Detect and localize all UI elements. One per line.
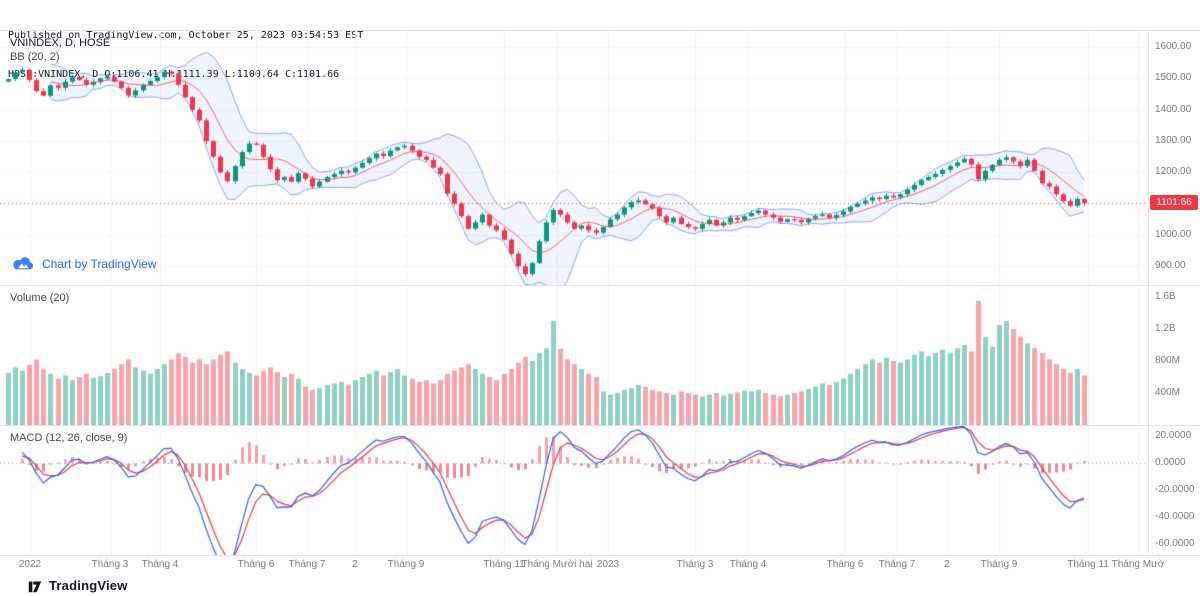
axis-tick-label: 1600.00 — [1155, 41, 1192, 53]
macd-indicator-legend: MACD (12, 26, close, 9) — [10, 432, 128, 444]
macd-pane-canvas[interactable] — [0, 425, 1148, 555]
time-axis-label: 2023 — [596, 559, 620, 570]
volume-pane-divider — [0, 285, 1200, 286]
axis-tick-label: -20.0000 — [1155, 484, 1195, 495]
axis-tick-label: -40.0000 — [1155, 511, 1195, 523]
chart-area[interactable]: VNINDEX, D, HOSE BB (20, 2) Volume (20) … — [0, 30, 1200, 555]
last-price-label: 1101.66 — [1150, 195, 1198, 211]
axis-tick-label: 0.0000 — [1155, 456, 1186, 468]
axis-tick-label: 800M — [1155, 355, 1181, 366]
time-axis-label: Tháng 7 — [288, 559, 326, 570]
axis-tick-label: 1500.00 — [1155, 72, 1192, 84]
axis-tick-label: 1200.00 — [1155, 166, 1192, 178]
time-axis-label: Tháng 3 — [91, 559, 129, 570]
time-axis-label: 2 — [352, 559, 358, 570]
time-axis-label: Tháng 6 — [237, 559, 275, 570]
time-scale[interactable]: 2022 Tháng 3 Tháng 4 Tháng 6 Tháng 7 2 Tháng 9… — [0, 556, 1200, 575]
time-axis-label: Tháng 4 — [729, 559, 767, 570]
time-scale-divider — [0, 555, 1200, 556]
volume-pane-canvas[interactable] — [0, 285, 1148, 425]
axis-tick-label: 1400.00 — [1155, 103, 1192, 115]
price-scale[interactable]: 1101.66 1600.00 1500.00 1400.00 1300.00 1200… — [1149, 30, 1200, 555]
bb-indicator-legend: BB (20, 2) — [10, 51, 60, 63]
axis-tick-label: 1.2B — [1155, 323, 1176, 334]
axis-tick-label: 400M — [1155, 387, 1181, 398]
time-axis-label: Tháng 9 — [980, 559, 1018, 570]
macd-pane-divider — [0, 425, 1200, 426]
footer-bar: TradingView — [0, 575, 1200, 596]
time-axis-label: Tháng 11 — [483, 559, 525, 570]
time-axis-label: Tháng 6 — [826, 559, 864, 570]
axis-tick-label: -60.0000 — [1155, 538, 1195, 550]
tradingview-cloud-icon — [11, 256, 35, 272]
watermark-label: Chart by TradingView — [42, 257, 157, 271]
axis-tick-label: 900.00 — [1155, 260, 1186, 272]
tradingview-watermark-link[interactable]: Chart by TradingView — [11, 256, 157, 272]
price-pane-canvas[interactable] — [0, 30, 1148, 285]
chart-top-divider — [0, 30, 1200, 31]
time-axis-label: Tháng 11 — [1067, 559, 1109, 570]
macd-pane-legend: MACD (12, 26, close, 9) — [10, 431, 127, 445]
time-axis-label: Tháng 9 — [387, 559, 425, 570]
tradingview-logo-icon[interactable] — [27, 578, 43, 594]
volume-pane-legend: Volume (20) — [10, 291, 69, 305]
time-axis-label: 2 — [944, 559, 950, 570]
axis-tick-label: 20.0000 — [1155, 429, 1192, 441]
axis-tick-label: 1000.00 — [1155, 228, 1192, 240]
tradingview-brand-label[interactable]: TradingView — [49, 578, 128, 593]
time-axis-label: Tháng 7 — [878, 559, 916, 570]
time-axis-label: Tháng Mườ — [1111, 559, 1165, 570]
volume-indicator-legend: Volume (20) — [10, 292, 70, 304]
axis-tick-label: 1.6B — [1155, 291, 1176, 302]
time-axis-label: Tháng 4 — [141, 559, 179, 570]
time-axis-label: 2022 — [18, 559, 42, 570]
symbol-legend: VNINDEX, D, HOSE — [10, 37, 111, 49]
time-axis-label: Tháng Mười hai — [521, 559, 593, 570]
axis-tick-label: 1300.00 — [1155, 135, 1192, 147]
price-pane-legend: VNINDEX, D, HOSE BB (20, 2) — [10, 36, 110, 64]
time-axis-label: Tháng 3 — [676, 559, 714, 570]
axis-divider — [1148, 30, 1149, 555]
